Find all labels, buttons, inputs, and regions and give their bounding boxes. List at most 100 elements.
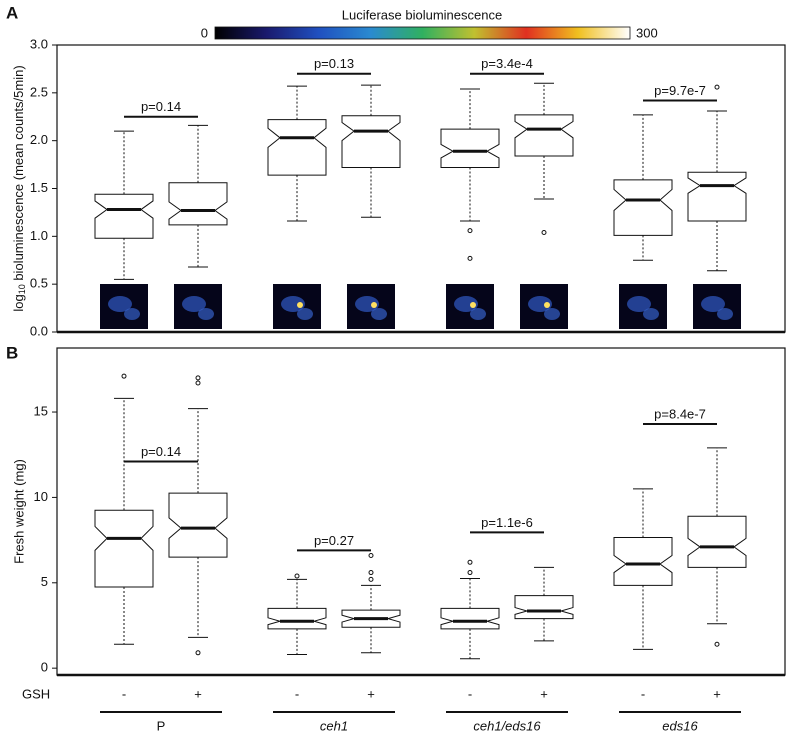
panel-label: B (6, 343, 18, 362)
box (514, 114, 574, 157)
x-tick-label: + (713, 686, 721, 701)
p-value: p=0.14 (141, 99, 181, 114)
outlier (714, 84, 720, 90)
y-tick-label: 0.5 (30, 276, 48, 291)
y-tick-label: 2.0 (30, 132, 48, 147)
thumbnail-blob (470, 308, 486, 320)
box (613, 537, 673, 586)
p-value: p=0.27 (314, 533, 354, 548)
outlier (195, 380, 201, 386)
box (94, 509, 154, 588)
box (613, 179, 673, 236)
outlier (714, 641, 720, 647)
thumbnail-blob (643, 308, 659, 320)
box (168, 492, 228, 558)
colorbar (214, 26, 631, 40)
y-axis-label: log10 bioluminescence (mean counts/5min) (11, 65, 27, 311)
box (687, 171, 747, 222)
box (267, 119, 327, 176)
thumbnail (520, 284, 568, 329)
thumbnail-blob (297, 308, 313, 320)
box (94, 193, 154, 239)
thumbnail-spot (544, 302, 550, 308)
outlier (541, 230, 547, 236)
p-value: p=3.4e-4 (481, 56, 533, 71)
thumbnail (100, 284, 148, 329)
thumbnail-spot (470, 302, 476, 308)
colorbar-label: Luciferase bioluminescence (342, 7, 502, 22)
thumbnail-blob (717, 308, 733, 320)
y-tick-label: 1.0 (30, 228, 48, 243)
y-axis-label-part: log (11, 294, 26, 311)
p-value: p=9.7e-7 (654, 83, 706, 98)
y-tick-label: 0 (41, 660, 48, 675)
group-label: eds16 (662, 718, 698, 733)
y-tick-label: 0.0 (30, 323, 48, 338)
group-label: ceh1 (320, 718, 348, 733)
thumbnail (347, 284, 395, 329)
thumbnail-blob (701, 296, 725, 312)
x-axis-label: GSH (22, 686, 50, 701)
thumbnail-spot (371, 302, 377, 308)
group-label: ceh1/eds16 (473, 718, 541, 733)
outlier (195, 375, 201, 381)
outlier (294, 573, 300, 579)
outlier (368, 552, 374, 558)
thumbnail (273, 284, 321, 329)
colorbar-tick-label: 300 (636, 25, 658, 40)
p-value: p=0.13 (314, 56, 354, 71)
p-value: p=1.1e-6 (481, 515, 533, 530)
x-tick-label: - (122, 686, 126, 701)
group-label: P (157, 718, 166, 733)
y-tick-label: 2.5 (30, 84, 48, 99)
thumbnail-blob (355, 296, 379, 312)
x-tick-label: - (295, 686, 299, 701)
outlier (195, 650, 201, 656)
y-axis-label-part: 10 (17, 284, 27, 294)
y-tick-label: 10 (34, 489, 48, 504)
thumbnail-blob (544, 308, 560, 320)
box (341, 115, 401, 168)
thumbnail (446, 284, 494, 329)
x-tick-label: + (367, 686, 375, 701)
x-tick-label: + (540, 686, 548, 701)
outlier (467, 228, 473, 234)
outlier (368, 570, 374, 576)
outlier (368, 576, 374, 582)
p-value: p=0.14 (141, 444, 181, 459)
thumbnail-blob (454, 296, 478, 312)
colorbar-tick-label: 0 (201, 25, 208, 40)
outlier (467, 570, 473, 576)
y-tick-label: 5 (41, 574, 48, 589)
box (440, 128, 500, 168)
thumbnail-blob (124, 308, 140, 320)
y-tick-label: 3.0 (30, 36, 48, 51)
thumbnail-blob (281, 296, 305, 312)
x-tick-label: - (468, 686, 472, 701)
y-axis-label: Fresh weight (mg) (11, 459, 26, 564)
outlier (467, 559, 473, 565)
plot-frame (56, 347, 786, 676)
thumbnail-blob (108, 296, 132, 312)
thumbnail (619, 284, 667, 329)
thumbnail-blob (182, 296, 206, 312)
x-tick-label: + (194, 686, 202, 701)
thumbnail-blob (198, 308, 214, 320)
outlier (467, 255, 473, 261)
box (514, 595, 574, 620)
thumbnail (693, 284, 741, 329)
y-tick-label: 15 (34, 403, 48, 418)
p-value: p=8.4e-7 (654, 406, 706, 421)
panel-label: A (6, 3, 18, 22)
thumbnail-blob (528, 296, 552, 312)
thumbnail (174, 284, 222, 329)
box (168, 182, 228, 226)
box (267, 607, 327, 630)
thumbnail-blob (371, 308, 387, 320)
x-tick-label: - (641, 686, 645, 701)
box (687, 515, 747, 568)
thumbnail-spot (297, 302, 303, 308)
outlier (121, 373, 127, 379)
thumbnail-blob (627, 296, 651, 312)
